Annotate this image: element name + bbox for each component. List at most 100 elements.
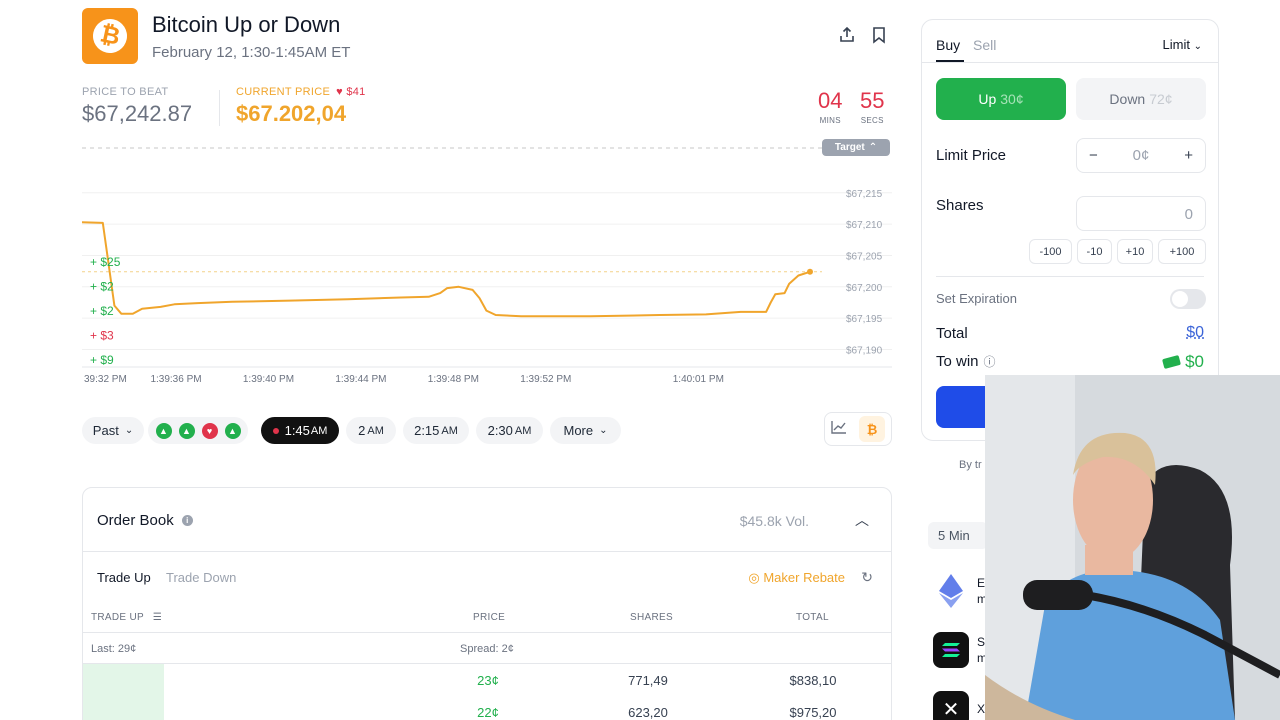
bitcoin-chart-icon[interactable]: ₿ <box>859 416 885 442</box>
quick-plus-100-button[interactable]: +100 <box>1158 239 1206 264</box>
bookmark-icon[interactable] <box>871 26 891 46</box>
maker-rebate-link[interactable]: ◎ Maker Rebate <box>748 570 845 586</box>
target-label: Target <box>835 142 865 153</box>
tab-sell[interactable]: Sell <box>973 37 996 53</box>
timer-minutes-value: 04 <box>818 88 842 114</box>
expiration-toggle[interactable] <box>1170 289 1206 309</box>
limit-price-value[interactable]: 0¢ <box>1133 147 1150 164</box>
order-type-label: Limit <box>1163 37 1190 52</box>
past-results: ▲ ▲ ♥ ▲ <box>148 417 248 444</box>
up-label: Up <box>978 91 996 107</box>
timer-seconds-value: 55 <box>860 88 884 114</box>
chevron-up-icon: ⌃ <box>869 142 877 153</box>
shares-label: Shares <box>936 197 984 214</box>
tab-trade-up[interactable]: Trade Up <box>97 570 151 585</box>
price-delta: ♥ $41 <box>336 86 365 98</box>
last-price: Last: 29¢ <box>91 643 136 655</box>
divider <box>936 276 1204 277</box>
quick-plus-10-button[interactable]: +10 <box>1117 239 1153 264</box>
result-down-icon[interactable]: ♥ <box>202 423 218 439</box>
delta-annotation: + $2 <box>90 280 114 294</box>
past-dropdown[interactable]: Past ⌄ <box>82 417 144 444</box>
info-icon[interactable]: i <box>182 515 193 526</box>
tab-trade-down[interactable]: Trade Down <box>166 570 236 585</box>
order-book-title: Order Book i <box>97 512 193 529</box>
market-item-label[interactable]: X <box>977 702 985 716</box>
depth-bar <box>83 664 164 696</box>
time-slot-time: 2 <box>358 423 365 438</box>
tab-buy[interactable]: Buy <box>936 37 960 53</box>
order-book-title-text: Order Book <box>97 512 174 529</box>
divider <box>922 62 1218 63</box>
x-tick-label: 1:39:52 PM <box>520 374 571 385</box>
order-shares: 623,20 <box>613 705 683 720</box>
line-chart-icon[interactable] <box>831 420 847 439</box>
buy-up-button[interactable]: Up 30¢ <box>936 78 1066 120</box>
result-up-icon[interactable]: ▲ <box>179 423 195 439</box>
result-up-icon[interactable]: ▲ <box>156 423 172 439</box>
delta-annotation: + $25 <box>90 255 121 269</box>
limit-price-stepper[interactable]: − 0¢ + <box>1076 138 1206 173</box>
total-label: Total <box>936 325 968 342</box>
target-badge[interactable]: Target ⌃ <box>822 139 890 156</box>
money-icon <box>1162 355 1181 369</box>
past-label: Past <box>93 423 119 438</box>
order-type-dropdown[interactable]: Limit ⌄ <box>1163 37 1202 52</box>
timeframe-pill[interactable]: 5 Min <box>928 522 988 549</box>
time-slot-time: 2:15 <box>414 423 439 438</box>
market-item-label[interactable]: S <box>977 635 985 649</box>
time-slot-suffix: AM <box>515 425 532 437</box>
spread: Spread: 2¢ <box>460 643 514 655</box>
quick-minus-10-button[interactable]: -10 <box>1077 239 1112 264</box>
chart-type-toggle[interactable]: ₿ <box>824 412 892 446</box>
refresh-icon[interactable]: ↻ <box>861 569 873 586</box>
to-win-value: $0 <box>1163 352 1204 372</box>
result-up-icon[interactable]: ▲ <box>225 423 241 439</box>
increment-button[interactable]: + <box>1184 147 1193 164</box>
price-to-beat-value: $67,242.87 <box>82 101 192 127</box>
timer-minutes-label: MINS <box>818 116 842 125</box>
y-tick-label: $67,215 <box>846 189 883 200</box>
col-price: PRICE <box>473 612 505 623</box>
price-chart[interactable]: $67,215 $67,210 $67,205 $67,200 $67,195 $67,1… <box>82 138 892 392</box>
chevron-down-icon: ⌄ <box>1194 41 1202 52</box>
current-price-label-text: CURRENT PRICE <box>236 86 330 98</box>
delta-annotation: + $9 <box>90 353 114 367</box>
ethereum-icon[interactable] <box>933 573 969 609</box>
time-slot-2am[interactable]: 2 AM <box>346 417 396 444</box>
time-slot-215am[interactable]: 2:15 AM <box>403 417 469 444</box>
price-line <box>82 222 810 316</box>
current-price-dot <box>807 269 813 275</box>
order-book: Order Book i $45.8k Vol. ︿ Trade Up Trade… <box>82 487 892 720</box>
time-slot-time: 2:30 <box>488 423 513 438</box>
xrp-icon[interactable]: ✕ <box>933 691 969 720</box>
price-to-beat-label: PRICE TO BEAT <box>82 86 168 98</box>
solana-icon[interactable] <box>933 632 969 668</box>
info-icon[interactable]: ⓘ <box>984 353 996 370</box>
depth-bar <box>83 696 164 720</box>
up-price: 30¢ <box>1000 91 1023 107</box>
chevron-up-icon[interactable]: ︿ <box>855 510 869 530</box>
down-label: Down <box>1109 91 1145 107</box>
order-row[interactable]: 23¢ 771,49 $838,10 <box>83 664 891 696</box>
y-tick-label: $67,205 <box>846 251 883 262</box>
time-slot-230am[interactable]: 2:30 AM <box>476 417 543 444</box>
order-row[interactable]: 22¢ 623,20 $975,20 <box>83 696 891 720</box>
divider <box>83 551 891 552</box>
market-item-label[interactable]: E <box>977 576 985 590</box>
time-slot-suffix: AM <box>311 425 328 437</box>
to-win-label: To win ⓘ <box>936 353 996 370</box>
more-dropdown[interactable]: More ⌄ <box>550 417 621 444</box>
buy-down-button[interactable]: Down 72¢ <box>1076 78 1206 120</box>
share-icon[interactable] <box>838 26 858 46</box>
x-tick-label: 1:39:36 PM <box>150 374 201 385</box>
quick-minus-100-button[interactable]: -100 <box>1029 239 1072 264</box>
time-slot-active[interactable]: 1:45 AM <box>261 417 339 444</box>
shares-input[interactable]: 0 <box>1076 196 1206 231</box>
order-total: $838,10 <box>773 673 853 688</box>
col-trade-up: TRADE UP ☰ <box>91 612 162 623</box>
filter-icon[interactable]: ☰ <box>153 612 162 623</box>
decrement-button[interactable]: − <box>1089 147 1098 164</box>
col-total: TOTAL <box>796 612 829 623</box>
time-slot-time: 1:45 <box>285 423 310 438</box>
